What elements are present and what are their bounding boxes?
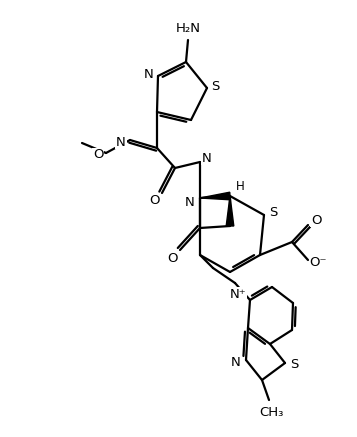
Polygon shape [200, 192, 230, 200]
Text: O⁻: O⁻ [309, 257, 327, 270]
Text: O: O [311, 214, 321, 226]
Text: N: N [185, 195, 195, 208]
Text: O: O [93, 149, 103, 162]
Polygon shape [226, 196, 234, 226]
Text: N⁺: N⁺ [230, 288, 246, 301]
Text: N: N [116, 135, 126, 149]
Text: S: S [290, 358, 298, 371]
Text: S: S [211, 80, 219, 93]
Text: O: O [167, 252, 177, 264]
Text: H₂N: H₂N [176, 22, 201, 35]
Text: S: S [269, 207, 277, 219]
Text: N: N [202, 152, 212, 164]
Text: H: H [236, 180, 245, 193]
Text: CH₃: CH₃ [259, 406, 283, 420]
Text: N: N [144, 69, 154, 81]
Text: N: N [231, 357, 241, 370]
Text: O: O [149, 194, 159, 208]
